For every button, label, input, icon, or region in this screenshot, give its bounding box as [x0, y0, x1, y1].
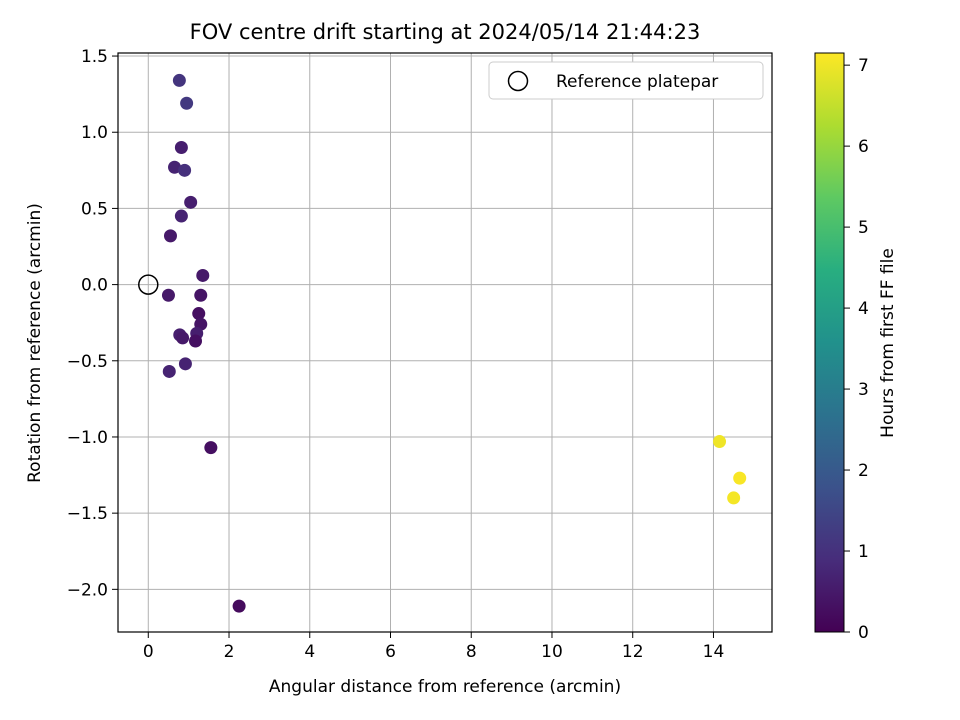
x-ticks: 0 2 4 6 8 10 12 14: [143, 632, 724, 662]
chart-title: FOV centre drift starting at 2024/05/14 …: [190, 20, 701, 44]
colorbar-tick-label: 4: [858, 299, 869, 319]
x-tick-label: 0: [143, 642, 154, 662]
y-tick-label: 1.0: [81, 123, 108, 143]
y-tick-label: −2.0: [67, 580, 108, 600]
y-tick-label: 0.0: [81, 276, 108, 296]
reference-platepar-marker: [138, 274, 159, 295]
data-point: [161, 288, 175, 302]
data-point: [174, 209, 188, 223]
colorbar-tick-label: 0: [858, 623, 869, 643]
y-tick-label: 1.5: [81, 47, 108, 67]
data-point: [162, 364, 176, 378]
data-point: [204, 441, 218, 455]
colorbar-tick-label: 2: [858, 461, 869, 481]
x-tick-label: 8: [466, 642, 477, 662]
y-axis-label: Rotation from reference (arcmin): [25, 203, 45, 483]
colorbar: 0 1 2 3 4 5 6 7 Hours from first FF file: [814, 52, 898, 643]
data-point: [184, 195, 198, 209]
x-tick-label: 10: [541, 642, 563, 662]
data-point: [178, 163, 192, 177]
data-point: [189, 334, 203, 348]
data-point: [196, 268, 210, 282]
x-tick-label: 12: [622, 642, 644, 662]
y-tick-label: 0.5: [81, 199, 108, 219]
colorbar-gradient: [814, 52, 845, 633]
data-point: [232, 599, 246, 613]
data-point: [733, 471, 747, 485]
data-point: [168, 160, 182, 174]
colorbar-tick-label: 6: [858, 137, 869, 157]
data-point: [192, 307, 206, 321]
colorbar-tick-label: 1: [858, 542, 869, 562]
data-point: [174, 140, 188, 154]
data-point: [713, 435, 727, 449]
legend-reference-marker: [507, 70, 529, 92]
y-tick-label: −0.5: [67, 352, 108, 372]
x-tick-label: 6: [385, 642, 396, 662]
data-point: [163, 229, 177, 243]
legend-label: Reference platepar: [556, 72, 718, 92]
data-point: [727, 491, 741, 505]
data-point: [180, 96, 194, 110]
x-axis-label: Angular distance from reference (arcmin): [269, 677, 621, 697]
x-tick-label: 4: [304, 642, 315, 662]
y-ticks: 1.5 1.0 0.5 0.0 −0.5 −1.0 −1.5 −2.0: [67, 47, 118, 600]
legend-box: [488, 61, 764, 100]
legend: Reference platepar: [488, 61, 764, 100]
x-tick-label: 14: [703, 642, 725, 662]
colorbar-tick-label: 3: [858, 380, 869, 400]
grid-lines: [118, 53, 772, 632]
y-tick-label: −1.0: [67, 428, 108, 448]
colorbar-ticks: 0 1 2 3 4 5 6 7: [844, 56, 869, 643]
data-point: [194, 288, 208, 302]
x-tick-label: 2: [224, 642, 235, 662]
colorbar-tick-label: 5: [858, 218, 869, 238]
y-tick-label: −1.5: [67, 504, 108, 524]
data-point: [176, 331, 190, 345]
colorbar-tick-label: 7: [858, 56, 869, 76]
data-point: [178, 357, 192, 371]
plot-area-frame: [117, 52, 773, 633]
scatter-points: [161, 73, 747, 613]
colorbar-label: Hours from first FF file: [878, 248, 898, 438]
data-point: [172, 73, 186, 87]
